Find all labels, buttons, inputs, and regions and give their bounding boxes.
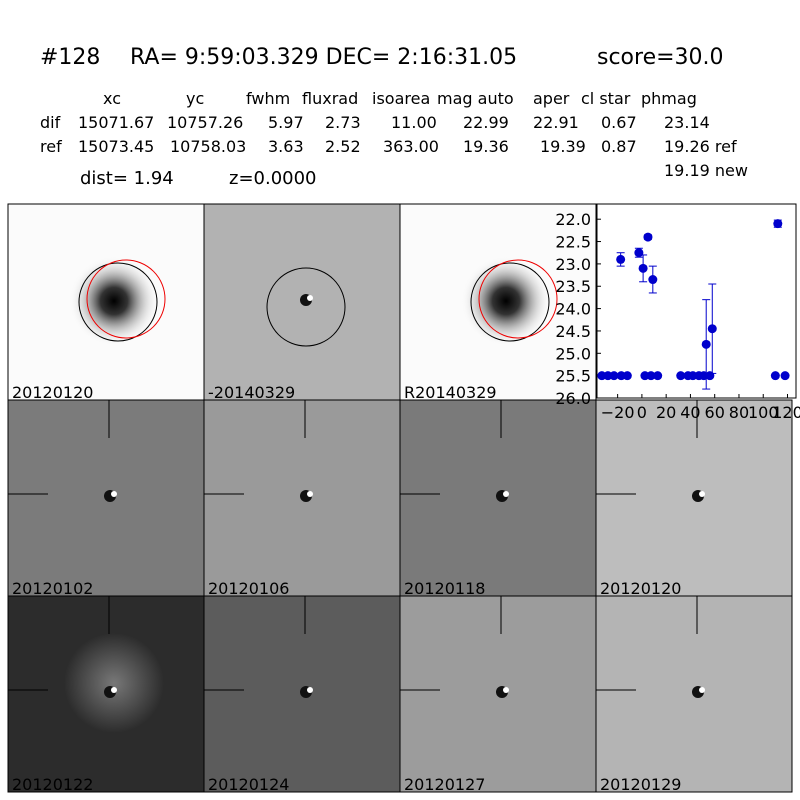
- table-cell: 10758.03: [170, 137, 246, 156]
- column-header: fluxrad: [302, 89, 358, 108]
- table-cell: 22.91: [533, 113, 579, 132]
- y-tick-label: 22.5: [555, 233, 591, 252]
- column-header: isoarea: [372, 89, 430, 108]
- column-header: phmag: [641, 89, 697, 108]
- stamp-label: 20120118: [404, 579, 485, 598]
- table-cell: 2.52: [325, 137, 361, 156]
- stamp-label: 20120122: [12, 775, 93, 794]
- source-light: [503, 687, 509, 693]
- y-tick-label: 22.0: [555, 210, 591, 229]
- y-tick-label: 25.0: [555, 344, 591, 363]
- stamp-label: R20140329: [404, 383, 497, 402]
- halo: [64, 633, 164, 733]
- candidate-id: #128: [40, 45, 100, 70]
- y-tick-label: 24.0: [555, 300, 591, 319]
- aperture: [470, 262, 550, 342]
- x-tick-label: 120: [772, 403, 800, 422]
- source-light: [699, 687, 705, 693]
- y-tick-label: 25.5: [555, 367, 591, 386]
- y-tick-label: 23.5: [555, 277, 591, 296]
- table-cell: 0.67: [601, 113, 637, 132]
- point: [648, 275, 658, 285]
- table-extra: 19.19 new: [664, 161, 748, 180]
- aperture: [266, 267, 346, 347]
- point: [609, 371, 619, 381]
- stamp-label: 20120120: [600, 579, 681, 598]
- point: [676, 371, 686, 381]
- point: [622, 371, 632, 381]
- table-cell: 11.00: [391, 113, 437, 132]
- aperture-ref: [478, 259, 558, 339]
- point: [701, 339, 711, 349]
- dist: dist= 1.94: [80, 168, 174, 189]
- y-tick-label: 24.5: [555, 322, 591, 341]
- stamp-label: 20120120: [12, 383, 93, 402]
- table-cell: 2.73: [325, 113, 361, 132]
- point: [646, 371, 656, 381]
- point: [616, 254, 626, 264]
- stamp-label: 20120129: [600, 775, 681, 794]
- column-header: yc: [186, 89, 204, 108]
- point: [780, 371, 790, 381]
- stamp-label: 20120124: [208, 775, 289, 794]
- table-cell: 19.36: [463, 137, 509, 156]
- x-tick-label: −20: [601, 403, 635, 422]
- x-tick-label: 40: [680, 403, 700, 422]
- column-header: fwhm: [246, 89, 290, 108]
- y-tick-label: 26.0: [555, 389, 591, 408]
- column-header: cl star: [581, 89, 631, 108]
- point: [707, 324, 717, 334]
- stamp-label: 20120127: [404, 775, 485, 794]
- redshift: z=0.0000: [229, 168, 317, 189]
- source-light: [111, 687, 117, 693]
- row-label: dif: [40, 113, 61, 132]
- table-cell: 3.63: [268, 137, 304, 156]
- table-cell: 363.00: [383, 137, 439, 156]
- point: [643, 232, 653, 242]
- table-cell: 23.14: [664, 113, 710, 132]
- stamp-label: 20120106: [208, 579, 289, 598]
- source-light: [307, 687, 313, 693]
- row-label: ref: [40, 137, 62, 156]
- table-cell: 15071.67: [78, 113, 154, 132]
- table-cell: 5.97: [268, 113, 304, 132]
- table-cell: 19.26 ref: [664, 137, 737, 156]
- source: [69, 256, 159, 346]
- column-header: xc: [103, 89, 121, 108]
- coordinates: RA= 9:59:03.329 DEC= 2:16:31.05: [130, 45, 517, 70]
- x-tick-label: 80: [729, 403, 749, 422]
- score: score=30.0: [597, 45, 724, 70]
- point: [653, 371, 663, 381]
- stamp-label: 20120102: [12, 579, 93, 598]
- source: [461, 256, 551, 346]
- source-light: [307, 491, 313, 497]
- source-light: [503, 491, 509, 497]
- source-light: [111, 491, 117, 497]
- table-cell: 0.87: [601, 137, 637, 156]
- stamp-label: -20140329: [208, 383, 295, 402]
- x-tick-label: 0: [637, 403, 647, 422]
- y-tick-label: 23.0: [555, 255, 591, 274]
- x-tick-label: 100: [748, 403, 779, 422]
- table-cell: 22.99: [463, 113, 509, 132]
- source-light: [699, 491, 705, 497]
- column-header: aper: [533, 89, 570, 108]
- point: [634, 248, 644, 258]
- table-cell: 10757.26: [167, 113, 243, 132]
- point: [770, 371, 780, 381]
- point: [773, 219, 783, 229]
- aperture: [78, 262, 158, 342]
- point: [638, 263, 648, 273]
- aperture-ref: [86, 259, 166, 339]
- table-cell: 19.39: [540, 137, 586, 156]
- x-tick-label: 20: [656, 403, 676, 422]
- table-cell: 15073.45: [78, 137, 154, 156]
- plot-area: [596, 203, 797, 399]
- source-light: [307, 295, 313, 301]
- x-tick-label: 60: [705, 403, 725, 422]
- column-header: mag auto: [437, 89, 514, 108]
